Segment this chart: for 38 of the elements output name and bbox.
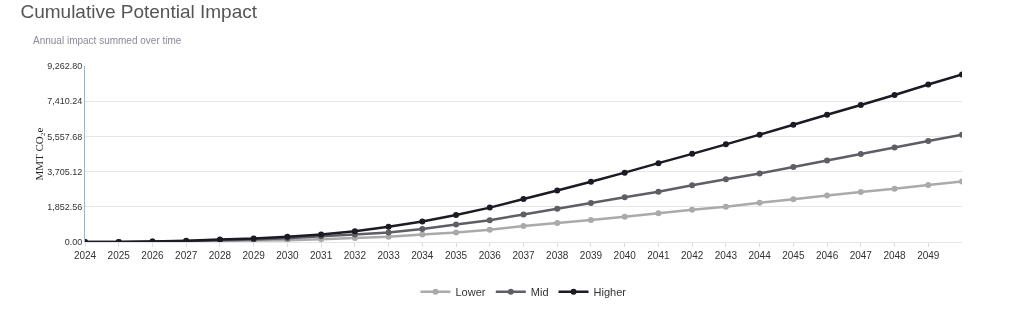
x-tick-label: 2037 — [512, 250, 536, 261]
chart-title: Cumulative Potential Impact — [20, 1, 258, 23]
x-tick-label: 2048 — [883, 250, 907, 261]
x-tick-label: 2038 — [546, 250, 569, 261]
x-tick-label: 2035 — [444, 250, 468, 261]
legend-label: Higher — [593, 285, 627, 298]
y-tick-label: 9,262.80 — [47, 61, 83, 72]
y-axis-title: MMT CO₂e — [33, 127, 46, 181]
x-tick-label: 2040 — [613, 250, 637, 261]
x-tick-label: 2026 — [141, 250, 165, 261]
x-tick-label: 2043 — [714, 250, 738, 261]
x-tick-label: 2036 — [478, 250, 502, 261]
legend-label: Lower — [455, 285, 486, 298]
legend-label: Mid — [530, 285, 549, 298]
x-tick-label: 2028 — [208, 250, 232, 261]
y-tick-label: 3,705.12 — [47, 166, 83, 177]
x-tick-label: 2045 — [782, 250, 805, 261]
y-tick-label: 5,557.68 — [47, 131, 83, 142]
x-tick-label: 2034 — [411, 250, 434, 261]
y-tick-label: 0.00 — [64, 237, 83, 248]
x-tick-label: 2041 — [647, 250, 670, 261]
x-tick-label: 2047 — [849, 250, 873, 261]
x-tick-label: 2024 — [73, 250, 97, 261]
x-tick-label: 2046 — [815, 250, 839, 261]
x-tick-label: 2025 — [107, 250, 131, 261]
y-tick-label: 7,410.24 — [47, 96, 83, 107]
x-tick-label: 2031 — [309, 250, 333, 261]
x-tick-label: 2044 — [748, 250, 772, 261]
chart-subtitle: Annual impact summed over time — [33, 35, 182, 46]
x-tick-label: 2029 — [242, 250, 266, 261]
x-tick-label: 2027 — [175, 250, 198, 261]
x-tick-label: 2042 — [681, 250, 704, 261]
x-tick-label: 2033 — [377, 250, 401, 261]
y-tick-label: 1,852.56 — [47, 201, 83, 212]
x-tick-label: 2030 — [276, 250, 299, 261]
x-tick-label: 2049 — [917, 250, 940, 261]
x-tick-label: 2032 — [343, 250, 367, 261]
x-tick-label: 2039 — [579, 250, 603, 261]
